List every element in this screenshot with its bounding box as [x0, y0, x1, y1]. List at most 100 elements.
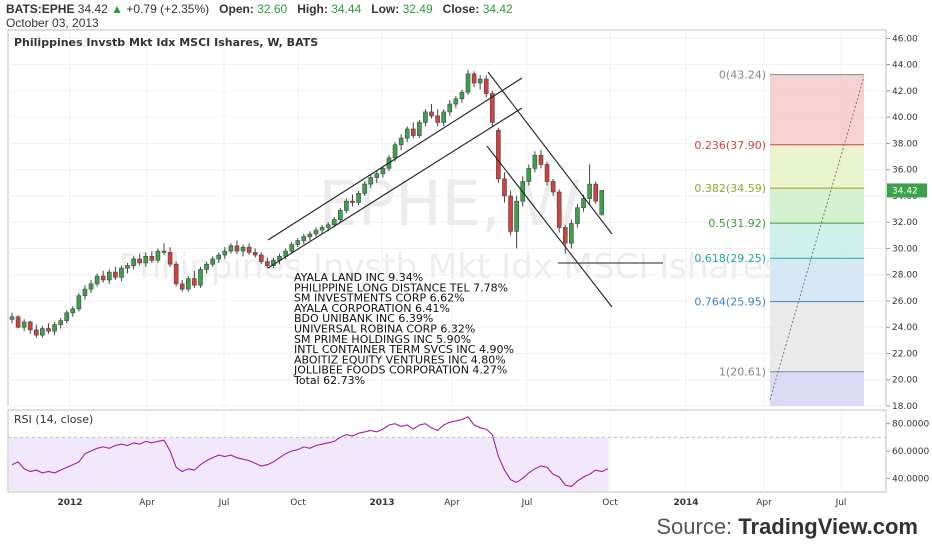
candle-body [64, 312, 70, 321]
candle-body [82, 288, 88, 297]
low-label: Low: [371, 2, 400, 16]
candle-body [447, 103, 453, 113]
trendlines[interactable] [267, 71, 663, 308]
candle-body [240, 246, 246, 252]
candle-body [167, 252, 173, 265]
candle-body [410, 128, 416, 136]
candle-body [46, 328, 51, 332]
last-price-label: 34.42 [892, 186, 918, 196]
fib-zone [770, 144, 864, 189]
candle-body [502, 178, 507, 197]
candle-body [119, 267, 124, 278]
time-tick-label: 2012 [57, 498, 82, 508]
holding-item: UNIVERSAL ROBINA CORP 6.32% [294, 323, 475, 336]
holding-item: ABOITIZ EQUITY VENTURES INC 4.80% [294, 353, 506, 366]
candle-body [441, 111, 446, 123]
fib-zone-extension [770, 371, 864, 406]
candle-body [173, 263, 179, 285]
candle-body [514, 200, 519, 232]
candle-body [471, 73, 477, 84]
holding-item: AYALA CORPORATION 6.41% [294, 302, 450, 315]
candle-body [161, 250, 167, 253]
holding-item: BDO UNIBANK INC 6.39% [294, 312, 433, 325]
candle-body [295, 240, 301, 245]
rsi-panel [8, 416, 886, 491]
candle-body [538, 154, 544, 165]
holding-item: Total 62.73% [293, 374, 365, 387]
candle-body [125, 265, 130, 269]
candle-body [252, 252, 258, 256]
holding-item: JOLLIBEE FOODS CORPORATION 4.27% [293, 364, 507, 377]
time-tick-label: 2014 [673, 498, 698, 508]
holding-item: PHILIPPINE LONG DISTANCE TEL 7.78% [294, 281, 508, 294]
candle-body [435, 115, 440, 123]
watermark-name: Philippines Invstb Mkt Idx MSCI Ishares [119, 247, 781, 287]
candle-body [258, 254, 264, 262]
candle-body [550, 181, 556, 193]
candle-body [404, 128, 410, 139]
candle-body [483, 78, 489, 94]
last-price: 34.42 [77, 2, 108, 16]
time-tick-label: Oct [290, 498, 306, 508]
candle-body [319, 227, 325, 231]
price-tick-label: 40.00 [892, 113, 918, 123]
candle-body [356, 193, 361, 203]
price-tick-label: 32.00 [892, 218, 918, 228]
candle-body [569, 223, 574, 244]
candle-body [465, 73, 471, 93]
candle-body [368, 177, 374, 185]
candle-body [429, 111, 434, 117]
fib-level-label: 1(20.61) [719, 366, 766, 379]
close-label: Close: [442, 2, 480, 16]
up-triangle-icon: ▲ [111, 2, 124, 16]
candle-body [599, 190, 605, 215]
fib-retracement[interactable]: 0(43.24) 0.236(37.90) 0.382(34.59) 0.5(31.9… [694, 69, 865, 406]
fib-level-label: 0(43.24) [719, 69, 766, 82]
price-chart[interactable]: EPHE, W Philippines Invstb Mkt Idx MSCI … [0, 0, 932, 512]
fib-zone [770, 258, 864, 302]
candle-body [149, 256, 155, 261]
time-tick-label: 2013 [369, 498, 394, 508]
price-tick-label: 30.00 [892, 244, 918, 254]
price-tick-label: 36.00 [892, 166, 918, 176]
candle-body [532, 154, 538, 169]
time-tick-label: Apr [756, 498, 772, 508]
grid [7, 29, 887, 493]
candle-body [331, 219, 337, 226]
candle-body [477, 78, 483, 84]
price-tick-label: 38.00 [892, 139, 918, 149]
high-value: 34.44 [331, 2, 362, 16]
holdings-list: AYALA LAND INC 9.34%PHILIPPINE LONG DIST… [293, 271, 514, 387]
fib-level-label: 0.618(29.25) [694, 252, 766, 265]
candle-body [362, 183, 367, 194]
candle-body [562, 227, 568, 244]
candle-body [131, 258, 136, 266]
candle-body [575, 207, 580, 224]
price-tick-label: 42.00 [892, 87, 918, 97]
candle-body [289, 244, 294, 252]
source-brand: TradingView.com [738, 514, 918, 539]
candle-body [204, 263, 209, 270]
price-tick-label: 22.00 [892, 349, 918, 359]
candle-body [58, 320, 63, 325]
candle-body [143, 256, 149, 264]
candle-body [27, 321, 33, 331]
time-tick-label: Apr [444, 498, 460, 508]
time-tick-label: Apr [139, 498, 155, 508]
candle-body [374, 173, 380, 178]
chart-title: Philippines Invstb Mkt Idx MSCI Ishares,… [14, 36, 318, 49]
candle-body [453, 98, 459, 105]
candle-body [198, 269, 203, 286]
candle-body [587, 183, 592, 199]
price-tick-label: 44.00 [892, 61, 918, 71]
candle-body [186, 278, 191, 290]
holding-item: INTL CONTAINER TERM SVCS INC 4.90% [294, 343, 514, 356]
holding-item: SM PRIME HOLDINGS INC 5.90% [294, 333, 471, 346]
close-value: 34.42 [482, 2, 513, 16]
candle-body [301, 236, 307, 241]
candle-body [307, 233, 313, 237]
open-value: 32.60 [257, 2, 288, 16]
candle-body [210, 258, 215, 265]
candle-body [76, 295, 82, 310]
candle-body [222, 250, 228, 256]
